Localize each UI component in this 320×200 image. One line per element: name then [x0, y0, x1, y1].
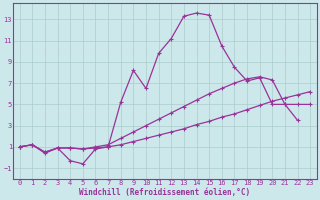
X-axis label: Windchill (Refroidissement éolien,°C): Windchill (Refroidissement éolien,°C): [79, 188, 251, 197]
